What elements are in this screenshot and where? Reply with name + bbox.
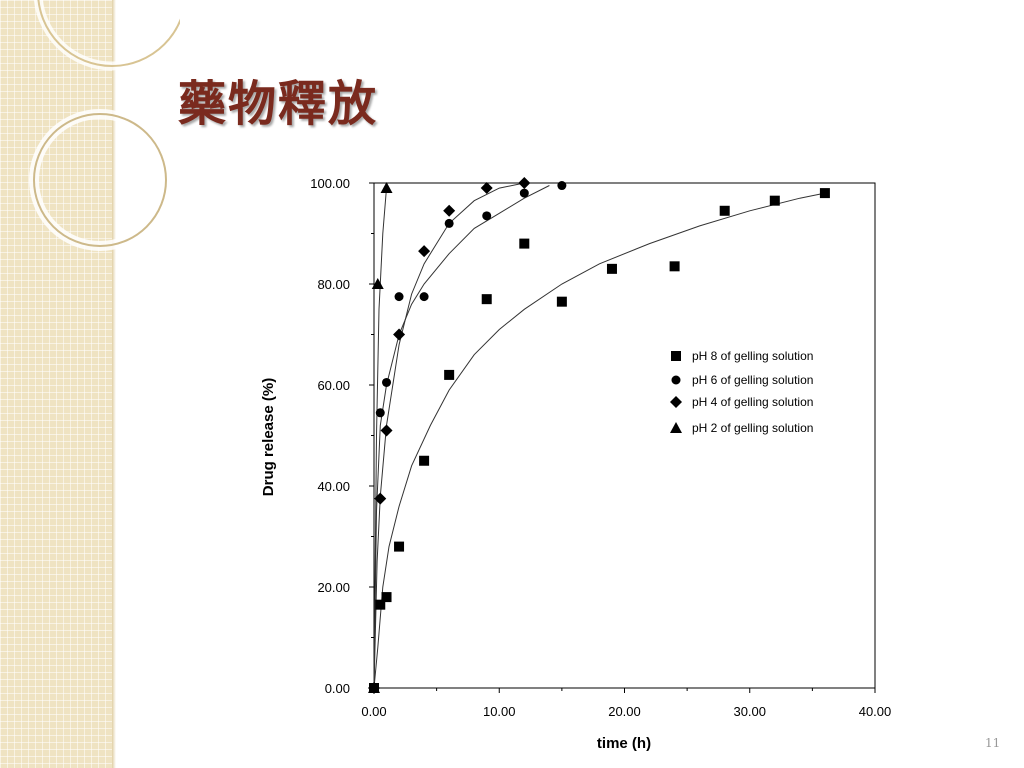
x-tick-label: 40.00 — [859, 704, 892, 719]
y-tick-label: 80.00 — [317, 277, 350, 292]
data-point-square — [419, 455, 430, 466]
data-point-square — [669, 261, 680, 272]
y-tick-label: 60.00 — [317, 378, 350, 393]
data-point-square — [394, 541, 405, 552]
data-point-square — [481, 294, 492, 305]
data-point-diamond — [443, 204, 456, 217]
x-tick-label: 30.00 — [733, 704, 766, 719]
data-point-square — [444, 369, 455, 380]
chart-axes: 0.00 10.00 20.00 30.00 40.00 0.00 20.00 40.00 60… — [310, 176, 891, 719]
legend-marker-circle — [671, 375, 681, 385]
y-tick-label: 0.00 — [325, 681, 350, 696]
data-point-circle — [482, 211, 492, 221]
x-tick-label: 0.00 — [361, 704, 386, 719]
data-markers — [368, 177, 830, 694]
legend-marker-square — [671, 351, 681, 361]
data-point-diamond — [518, 177, 531, 189]
fit-curve-triangle — [373, 188, 387, 689]
legend-label: pH 8 of gelling solution — [692, 349, 813, 363]
data-point-square — [519, 238, 530, 249]
data-point-circle — [557, 181, 567, 191]
y-tick-label: 100.00 — [310, 176, 350, 191]
data-point-square — [719, 205, 730, 216]
y-tick-label: 40.00 — [317, 479, 350, 494]
data-point-circle — [375, 408, 385, 418]
drug-release-chart: 0.00 10.00 20.00 30.00 40.00 0.00 20.00 40.00 60… — [260, 176, 891, 752]
data-point-circle — [394, 292, 404, 302]
fit-curve-circle — [373, 185, 550, 689]
data-point-square — [769, 195, 780, 206]
data-point-circle — [419, 292, 429, 302]
x-tick-label: 20.00 — [608, 704, 641, 719]
data-point-square — [606, 263, 617, 274]
legend-label: pH 2 of gelling solution — [692, 421, 813, 435]
chart-legend: pH 8 of gelling solution pH 6 of gelling … — [670, 349, 813, 435]
y-tick-label: 20.00 — [317, 580, 350, 595]
slide-title: 藥物釋放 — [178, 76, 379, 132]
x-tick-label: 10.00 — [483, 704, 516, 719]
slide-number: 11 — [985, 736, 1001, 750]
data-point-diamond — [380, 424, 393, 437]
data-point-triangle — [380, 182, 393, 194]
decorative-rings — [29, 0, 180, 251]
data-point-diamond — [393, 328, 406, 341]
fit-curve-square — [373, 192, 825, 689]
data-point-square — [556, 296, 567, 307]
data-point-triangle — [371, 278, 384, 289]
sidebar-edge — [112, 0, 116, 768]
legend-label: pH 4 of gelling solution — [692, 395, 813, 409]
data-point-diamond — [418, 245, 431, 258]
fit-curves — [373, 182, 825, 689]
legend-marker-triangle — [670, 422, 682, 433]
x-axis-label: time (h) — [597, 735, 651, 752]
legend-marker-diamond — [670, 396, 682, 408]
data-point-circle — [519, 188, 529, 198]
data-point-circle — [444, 218, 454, 228]
data-point-square — [381, 592, 392, 603]
data-point-diamond — [480, 182, 493, 195]
data-point-diamond — [374, 492, 387, 505]
plot-frame — [373, 182, 876, 689]
legend-label: pH 6 of gelling solution — [692, 373, 813, 387]
data-point-square — [375, 599, 386, 610]
data-point-square — [819, 188, 830, 199]
fit-curve-diamond — [373, 182, 525, 689]
data-point-triangle — [368, 682, 380, 693]
data-point-circle — [382, 377, 392, 387]
y-axis-label: Drug release (%) — [260, 378, 277, 496]
